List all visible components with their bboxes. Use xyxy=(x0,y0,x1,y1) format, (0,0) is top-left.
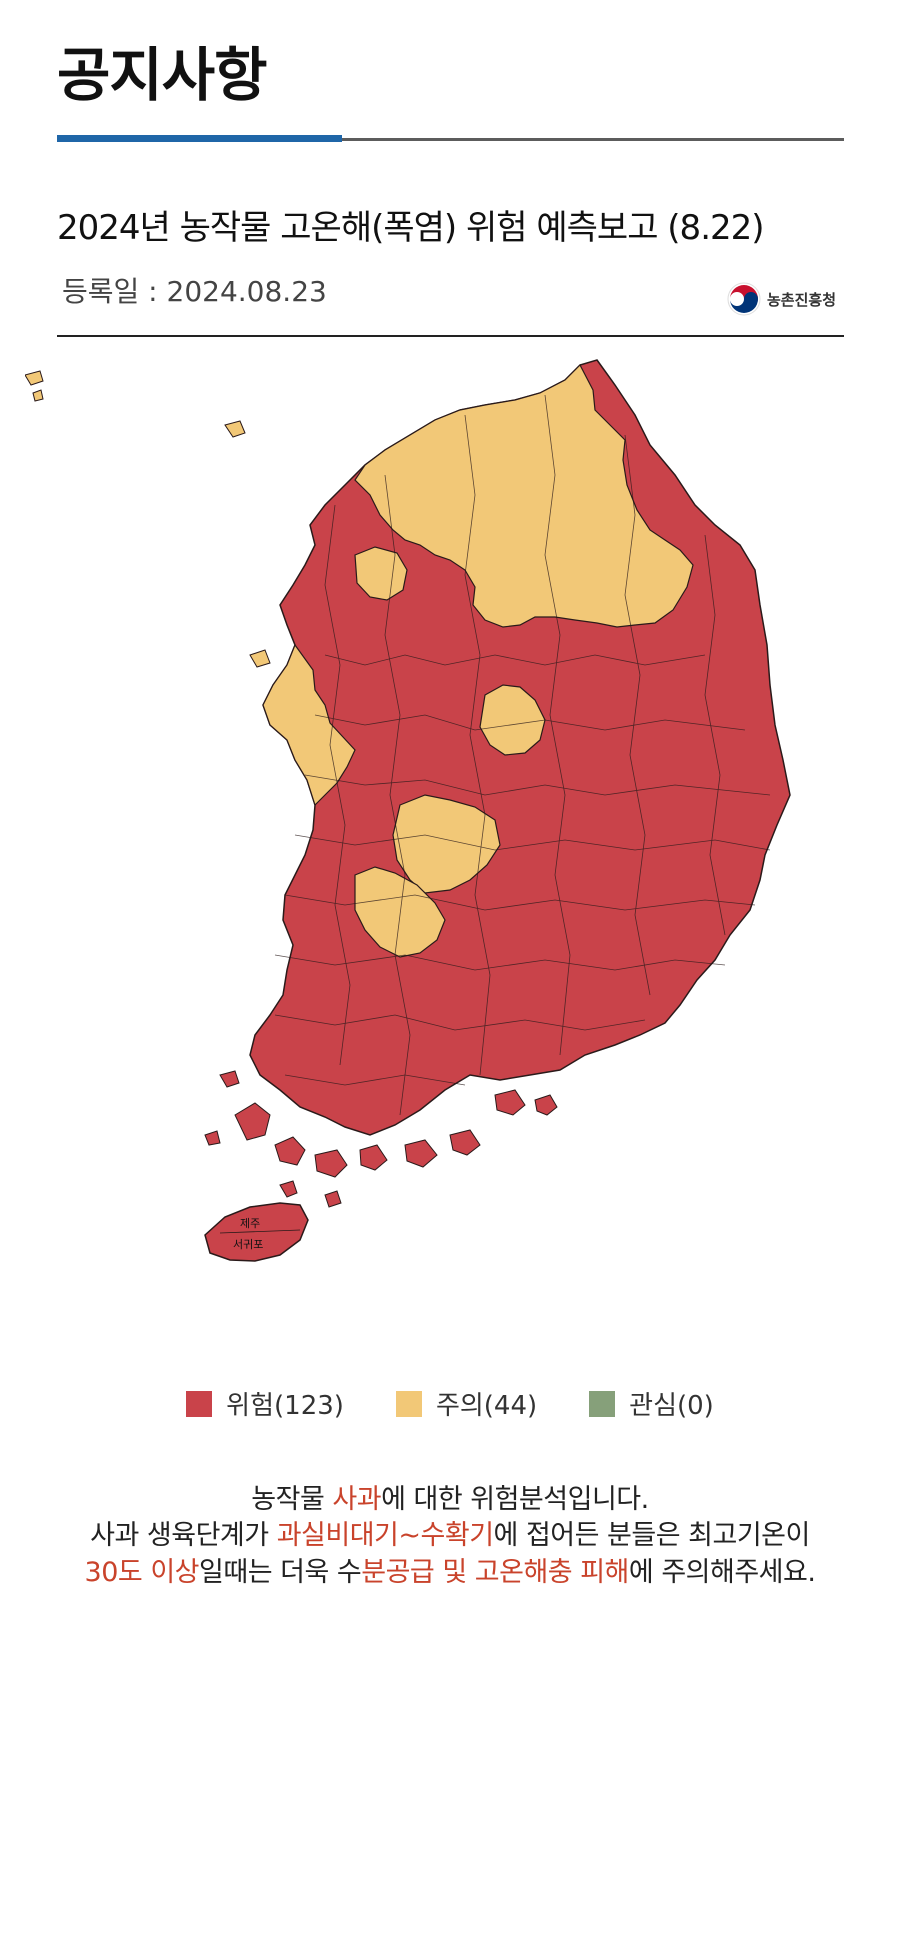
taegeuk-icon xyxy=(727,282,761,316)
map-legend: 위험(123) 주의(44) 관심(0) xyxy=(0,1385,900,1422)
message-highlight-temp: 30도 이상 xyxy=(84,1556,200,1588)
legend-label-caution: 주의(44) xyxy=(435,1391,538,1421)
analysis-message: 농작물 사과에 대한 위험분석입니다. 사과 생육단계가 과실비대기~수확기에 … xyxy=(0,1482,900,1591)
message-text: 일때는 더욱 수 xyxy=(199,1556,362,1588)
legend-item-watch: 관심(0) xyxy=(589,1385,714,1422)
region-label-jeju: 제주 xyxy=(240,1217,260,1230)
title-divider xyxy=(57,138,844,141)
legend-label-watch: 관심(0) xyxy=(629,1391,714,1421)
page-title: 공지사항 xyxy=(57,41,267,109)
legend-swatch-risk xyxy=(186,1390,213,1417)
korea-map: 제주 서귀포 xyxy=(25,359,791,1262)
header-divider xyxy=(57,335,844,337)
caution-area-south-central xyxy=(392,794,501,894)
message-text: 에 접어든 분들은 최고기온이 xyxy=(493,1520,811,1552)
message-highlight-crop: 사과 xyxy=(332,1484,382,1515)
notice-title: 2024년 농작물 고온해(폭염) 위험 예측보고 (8.22) xyxy=(57,208,765,248)
org-name: 농촌진흥청 xyxy=(767,290,837,309)
risk-map: 제주 서귀포 xyxy=(25,355,795,1315)
message-text: 에 대한 위험분석입니다. xyxy=(381,1484,649,1515)
caution-area-north xyxy=(354,363,694,628)
legend-item-caution: 주의(44) xyxy=(395,1385,538,1422)
legend-swatch-watch xyxy=(589,1390,616,1417)
message-highlight-damage: 분공급 및 고온해충 피해 xyxy=(361,1556,629,1588)
caution-area-west-coast xyxy=(262,643,356,807)
message-highlight-stage: 과실비대기~수확기 xyxy=(276,1520,494,1552)
southern-islands xyxy=(204,1070,558,1208)
message-line-2: 사과 생육단계가 과실비대기~수확기에 접어든 분들은 최고기온이 xyxy=(0,1518,900,1554)
message-line-3: 30도 이상일때는 더욱 수분공급 및 고온해충 피해에 주의해주세요. xyxy=(0,1555,900,1591)
title-divider-accent xyxy=(57,135,342,142)
message-text: 농작물 xyxy=(251,1484,333,1515)
message-line-1: 농작물 사과에 대한 위험분석입니다. xyxy=(0,1482,900,1518)
message-text: 사과 생육단계가 xyxy=(90,1520,277,1552)
legend-swatch-caution xyxy=(395,1390,422,1417)
legend-item-risk: 위험(123) xyxy=(186,1385,344,1422)
legend-label-risk: 위험(123) xyxy=(226,1391,344,1421)
caution-area-central xyxy=(479,684,546,756)
message-text: 에 주의해주세요. xyxy=(628,1556,816,1588)
region-label-seogwipo: 서귀포 xyxy=(233,1238,263,1251)
registration-date: 등록일 : 2024.08.23 xyxy=(62,275,327,308)
western-islands xyxy=(25,370,271,668)
org-logo: 농촌진흥청 xyxy=(727,282,836,316)
district-borders xyxy=(274,394,771,1116)
